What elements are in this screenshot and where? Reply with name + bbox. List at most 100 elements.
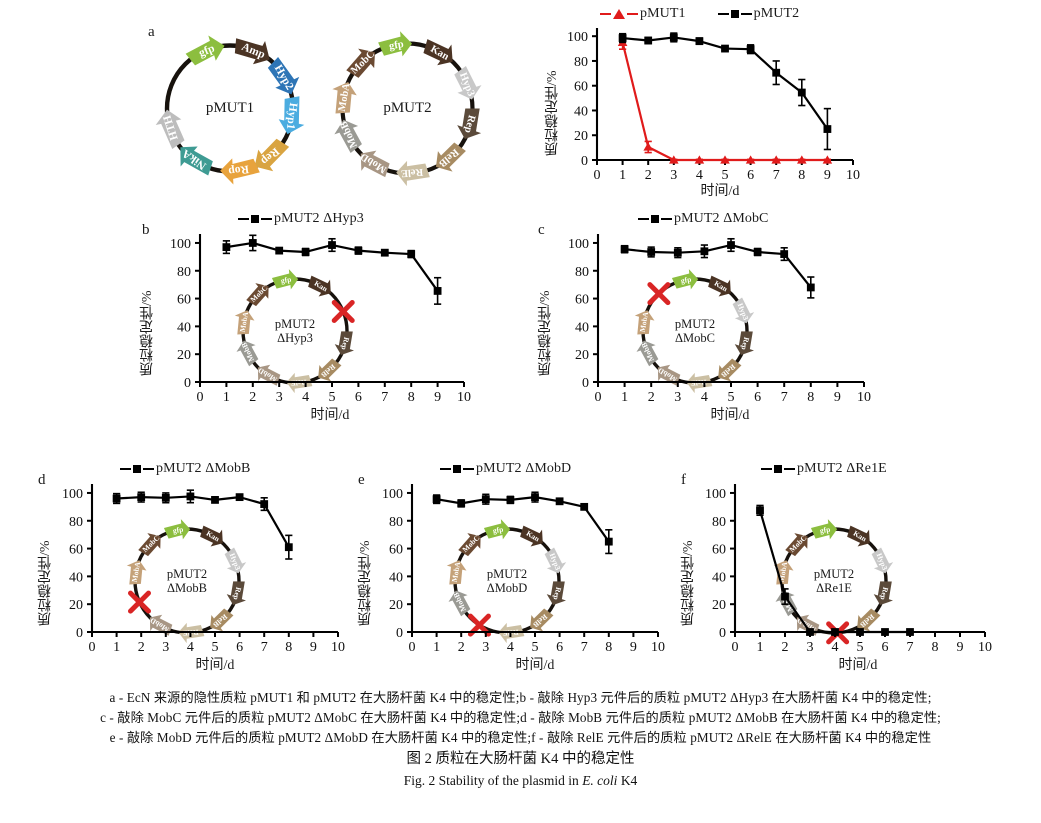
- gene-arrow-kan: Kan: [200, 525, 223, 547]
- data-point: [433, 287, 442, 295]
- legend-dash-icon: [627, 13, 638, 15]
- svg-text:100: 100: [568, 237, 589, 252]
- gene-arrow-moba: MobA: [332, 82, 357, 114]
- svg-text:60: 60: [712, 543, 726, 558]
- svg-text:40: 40: [712, 570, 726, 585]
- gene-label: MobA: [238, 311, 251, 333]
- legend-dash-icon: [440, 468, 451, 470]
- svg-text:4: 4: [187, 640, 194, 655]
- svg-text:5: 5: [532, 640, 539, 655]
- square-marker-icon: [730, 10, 739, 18]
- svg-text:40: 40: [69, 570, 83, 585]
- data-point: [248, 239, 257, 247]
- gene-label: Rep: [551, 586, 563, 601]
- svg-text:0: 0: [76, 626, 83, 641]
- data-point: [695, 37, 704, 46]
- svg-text:3: 3: [670, 168, 677, 183]
- data-point: [694, 155, 705, 164]
- panel-letter-a: a: [148, 24, 155, 40]
- svg-text:1: 1: [757, 640, 764, 655]
- svg-text:gfp: gfp: [197, 42, 216, 59]
- y-axis-ticks: 0 20 40 60 80 100: [382, 487, 412, 641]
- legend-panel-d: pMUT2 ΔMobB: [120, 461, 251, 477]
- legend-dash-icon: [238, 218, 249, 220]
- plasmid-map-pmut1: gfp Amp Hyp2 Hyp1 Rep Rop NikA HTH pMUT1: [140, 16, 320, 201]
- svg-text:9: 9: [434, 390, 441, 405]
- caption-line-3: e - 敲除 MobD 元件后的质粒 pMUT2 ΔMobD 在大肠杆菌 K4 …: [109, 730, 932, 745]
- svg-text:1: 1: [619, 168, 626, 183]
- svg-text:0: 0: [409, 640, 416, 655]
- data-point: [745, 155, 756, 164]
- gene-label: MobA: [450, 561, 463, 583]
- y-axis-ticks: 0 20 40 60 80 100: [568, 237, 598, 391]
- panel-b: b pMUT2 ΔHyp3 质粒稳定性/% 时间/d gfp Kan Rep RelB…: [130, 208, 490, 430]
- svg-text:Rop: Rop: [228, 163, 250, 178]
- legend-dash-icon: [740, 13, 752, 15]
- data-point: [457, 499, 466, 508]
- svg-text:5: 5: [722, 168, 729, 183]
- axes: [733, 484, 985, 634]
- data-point: [906, 628, 914, 636]
- svg-text:6: 6: [236, 640, 243, 655]
- svg-text:8: 8: [408, 390, 415, 405]
- svg-text:20: 20: [69, 598, 83, 613]
- svg-text:5: 5: [212, 640, 219, 655]
- gene-arrow-kan: Kan: [847, 525, 870, 547]
- gene-arrow-moba: MobA: [446, 560, 467, 585]
- svg-text:MobA: MobA: [337, 82, 353, 112]
- data-point: [580, 502, 589, 511]
- data-point: [137, 493, 146, 502]
- x-axis-label: 时间/d: [838, 658, 878, 673]
- panel-e: e pMUT2 ΔMobD 质粒稳定性/% 时间/d gfp Kan Hyp3 Rep…: [350, 458, 680, 680]
- square-marker-icon: [251, 215, 259, 223]
- data-point: [222, 243, 231, 252]
- gene-label: Hyp1: [284, 102, 299, 130]
- svg-text:2: 2: [138, 640, 145, 655]
- x-axis-ticks: 0 1 2 3 4 5 6 7 8 9 10: [595, 382, 871, 405]
- svg-text:10: 10: [857, 390, 871, 405]
- panel-c: c pMUT2 ΔMobC 质粒稳定性/% 时间/d gfp Kan Hyp3 Rep…: [520, 208, 890, 430]
- gene-label: MobA: [638, 311, 651, 333]
- data-point: [618, 34, 627, 42]
- svg-text:0: 0: [594, 168, 601, 183]
- svg-text:2: 2: [458, 640, 465, 655]
- x-axis-label: 时间/d: [710, 408, 750, 423]
- gene-label: Rep: [462, 114, 477, 134]
- svg-text:10: 10: [331, 640, 345, 655]
- svg-text:0: 0: [184, 376, 191, 391]
- y-axis-ticks: 0 20 40 60 80 100: [567, 30, 597, 169]
- svg-text:10: 10: [457, 390, 471, 405]
- data-point: [284, 543, 293, 552]
- svg-text:MobA: MobA: [238, 311, 251, 333]
- gene-label: gfp: [388, 39, 404, 52]
- data-point: [643, 142, 653, 151]
- legend-panel-a: pMUT1 pMUT2: [600, 6, 799, 22]
- svg-text:20: 20: [574, 129, 588, 144]
- svg-text:2: 2: [648, 390, 655, 405]
- panel-a-chart: pMUT1 pMUT2 质粒稳定性/% 时间/d 0 1 2 3 4 5 6 7 8 9 10 0 20…: [545, 6, 875, 206]
- x-axis-label: 时间/d: [515, 658, 555, 673]
- data-point: [780, 250, 789, 258]
- svg-text:Rep: Rep: [231, 586, 243, 601]
- gene-label: gfp: [280, 275, 292, 286]
- gene-arrow-gfp: gfp: [810, 519, 838, 540]
- svg-text:60: 60: [177, 293, 191, 308]
- figure-title-en-prefix: Fig. 2 Stability of the plasmid in: [403, 773, 583, 788]
- svg-text:6: 6: [747, 168, 754, 183]
- gene-arrow-kan: Kan: [308, 275, 331, 297]
- panel-letter-e: e: [358, 472, 365, 488]
- data-point: [407, 250, 416, 258]
- svg-text:8: 8: [932, 640, 939, 655]
- data-point: [481, 495, 490, 504]
- svg-text:0: 0: [595, 390, 602, 405]
- svg-text:100: 100: [62, 487, 83, 502]
- svg-text:8: 8: [605, 640, 612, 655]
- knockout-x-icon: [127, 590, 151, 614]
- data-point: [260, 500, 269, 508]
- data-point: [673, 248, 682, 257]
